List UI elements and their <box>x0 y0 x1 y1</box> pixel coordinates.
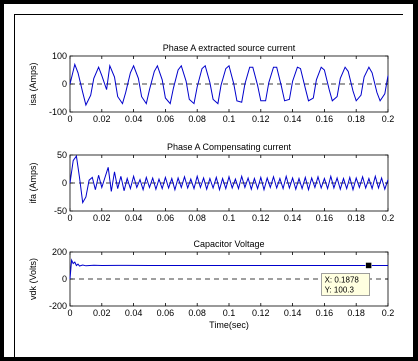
x-tick-label: 0.14 <box>284 114 302 124</box>
x-tick-label: 0.1 <box>223 114 236 124</box>
x-tick-label: 0.18 <box>347 308 365 318</box>
chart-title: Capacitor Voltage <box>193 239 264 249</box>
panel-capacitor-voltage: Capacitor Voltage vdk (Volts) Time(sec) … <box>28 239 394 330</box>
datatip-x-label: X: 0.1878 <box>325 275 360 284</box>
x-tick-label: 0.04 <box>125 114 143 124</box>
datatip-box <box>321 273 371 296</box>
datatip[interactable]: X: 0.1878 Y: 100.3 <box>321 262 372 296</box>
y-axis-label: ifa (Amps) <box>28 162 38 203</box>
x-tick-label: 0.06 <box>157 213 175 223</box>
y-tick-label: 0 <box>62 79 67 89</box>
panel-compensating-current: Phase A Compensating current ifa (Amps) … <box>28 142 394 223</box>
y-tick-label: 200 <box>52 247 67 257</box>
x-tick-label: 0.16 <box>316 308 334 318</box>
x-tick-label: 0.14 <box>284 308 302 318</box>
x-tick-label: 0 <box>67 308 72 318</box>
x-tick-label: 0.14 <box>284 213 302 223</box>
y-tick-label: -200 <box>49 301 67 311</box>
x-tick-label: 0.12 <box>252 308 270 318</box>
x-tick-label: 0.1 <box>223 308 236 318</box>
series-line <box>69 258 388 280</box>
x-axis-label: Time(sec) <box>209 320 249 330</box>
x-tick-label: 0.16 <box>316 213 334 223</box>
x-tick-label: 0.08 <box>188 114 206 124</box>
figure-inner-rule <box>14 14 403 358</box>
x-tick-label: 0.04 <box>125 213 143 223</box>
series-line <box>69 62 389 107</box>
x-tick-label: 0.12 <box>252 114 270 124</box>
x-tick-label: 0 <box>67 114 72 124</box>
y-tick-label: 50 <box>57 150 67 160</box>
x-tick-label: 0.12 <box>252 213 270 223</box>
chart-title: Phase A Compensating current <box>167 142 292 152</box>
datatip-marker[interactable] <box>365 262 372 269</box>
x-tick-label: 0.18 <box>347 114 365 124</box>
y-tick-label: 0 <box>62 274 67 284</box>
x-tick-label: 0.2 <box>382 114 395 124</box>
x-tick-label: 0.02 <box>93 213 111 223</box>
x-tick-label: 0.02 <box>93 114 111 124</box>
x-tick-label: 0.1 <box>223 213 236 223</box>
y-tick-label: 100 <box>52 51 67 61</box>
x-tick-label: 0.08 <box>188 308 206 318</box>
x-tick-label: 0.2 <box>382 213 395 223</box>
x-tick-label: 0.08 <box>188 213 206 223</box>
y-tick-label: 0 <box>62 178 67 188</box>
y-axis-label: vdk (Volts) <box>28 258 38 300</box>
panel-extracted-source-current: Phase A extracted source current isa (Am… <box>28 43 394 124</box>
y-tick-label: -100 <box>49 107 67 117</box>
x-tick-label: 0.2 <box>382 308 395 318</box>
x-tick-label: 0.04 <box>125 308 143 318</box>
x-tick-label: 0.06 <box>157 114 175 124</box>
x-tick-label: 0 <box>67 213 72 223</box>
y-axis-label: isa (Amps) <box>28 62 38 105</box>
x-tick-label: 0.18 <box>347 213 365 223</box>
x-tick-label: 0.06 <box>157 308 175 318</box>
x-tick-label: 0.02 <box>93 308 111 318</box>
series-line <box>69 154 389 205</box>
chart-title: Phase A extracted source current <box>163 43 296 53</box>
datatip-y-label: Y: 100.3 <box>325 285 355 294</box>
y-tick-label: -50 <box>54 206 67 216</box>
x-tick-label: 0.16 <box>316 114 334 124</box>
